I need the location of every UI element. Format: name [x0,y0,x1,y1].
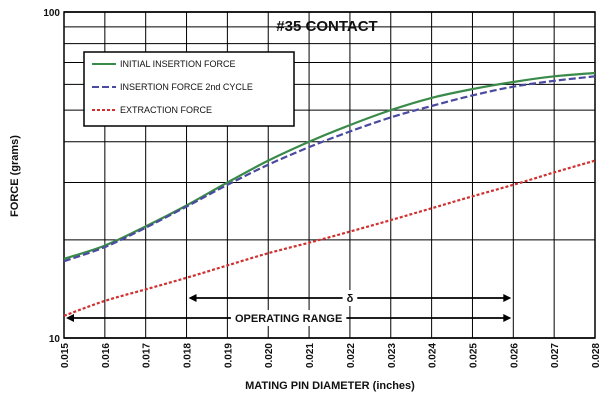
annotation-arrowhead-left [66,314,74,322]
data-curves [63,71,596,317]
legend-label-2: INSERTION FORCE 2nd CYCLE [120,82,253,92]
legend: INITIAL INSERTION FORCE INSERTION FORCE 2… [83,51,295,127]
legend-box [83,51,295,127]
x-tick-label: 0.024 [428,343,439,368]
annotation-label-bg [342,290,358,306]
x-tick-label: 0.016 [101,343,112,368]
y-tick-label: 10 [49,334,61,345]
y-tick-label: 100 [43,8,60,19]
x-tick-label: 0.019 [223,343,234,368]
series-line-3 [63,159,596,317]
y-axis-label: FORCE (grams) [9,135,21,217]
plot-border [63,11,596,339]
annotation-arrowhead-left [188,294,197,302]
x-tick-label: 0.023 [387,343,398,368]
annotation-arrowhead-right [503,294,512,302]
x-tick-label: 0.026 [509,343,520,368]
y-tick-labels: 10 100 [43,8,60,345]
x-axis-label: MATING PIN DIAMETER (inches) [245,380,415,392]
annotation-label-bg [230,310,347,326]
series-line-1 [63,71,596,260]
x-tick-label: 0.017 [142,343,153,368]
legend-label-3: EXTRACTION FORCE [120,105,212,115]
annotations: δ OPERATING RANGE [66,290,512,326]
series-line-2 [63,75,596,263]
x-tick-label: 0.015 [60,343,71,368]
annotation-arrowhead-right [503,314,512,322]
chart-title: #35 CONTACT [276,18,377,35]
x-tick-label: 0.018 [183,343,194,368]
annotation-label-2: OPERATING RANGE [235,313,342,325]
x-tick-label: 0.021 [305,343,316,368]
x-tick-label: 0.028 [591,343,602,368]
x-tick-labels: 0.015 0.016 0.017 0.018 0.019 0.020 0.021 0.022… [60,343,602,368]
legend-label-1: INITIAL INSERTION FORCE [120,59,236,69]
annotation-label-1: δ [347,293,354,305]
x-tick-label: 0.025 [468,343,479,368]
x-tick-label: 0.027 [550,343,561,368]
x-tick-label: 0.022 [346,343,357,368]
x-tick-label: 0.020 [264,343,275,368]
